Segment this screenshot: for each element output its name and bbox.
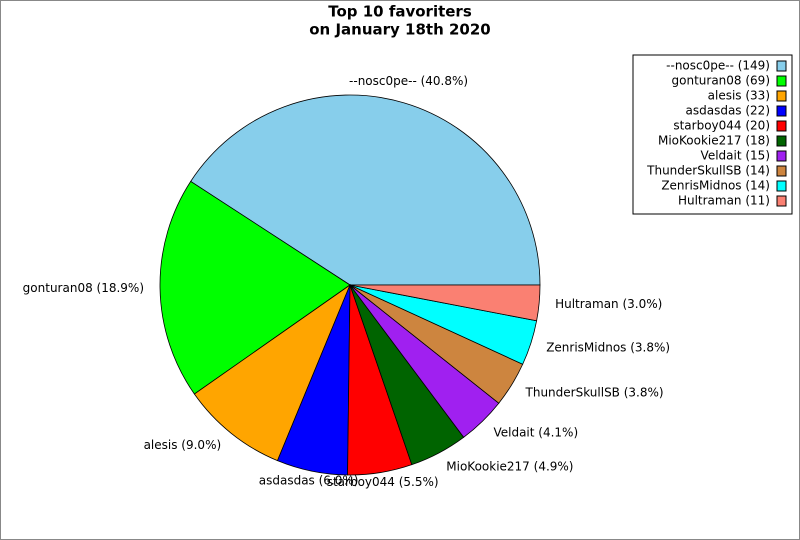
legend-label: starboy044 (20)	[673, 119, 770, 133]
legend-label: asdasdas (22)	[686, 104, 771, 118]
legend-swatch	[776, 135, 787, 147]
legend-label: alesis (33)	[708, 89, 770, 103]
pie-slice	[193, 283, 351, 462]
legend-label: gonturan08 (69)	[672, 74, 770, 88]
legend-swatch	[776, 90, 787, 102]
legend-label: Hultraman (11)	[678, 194, 770, 208]
slice-label: asdasdas (6.0%)	[259, 473, 359, 487]
slice-label: gonturan08 (18.9%)	[23, 281, 144, 295]
pie-slice	[159, 180, 351, 395]
legend-swatch	[776, 180, 787, 192]
legend-label: Veldait (15)	[701, 149, 770, 163]
legend-swatch	[776, 150, 787, 162]
slice-label: --nosc0pe-- (40.8%)	[349, 74, 468, 88]
slice-label: ZenrisMidnos (3.8%)	[546, 340, 670, 354]
slice-label: ThunderSkullSB (3.8%)	[525, 385, 664, 399]
slice-label: Hultraman (3.0%)	[555, 297, 662, 311]
legend-label: --nosc0pe-- (149)	[666, 59, 770, 73]
chart-title: Top 10 favoriters	[328, 3, 472, 21]
legend-label: ZenrisMidnos (14)	[661, 179, 770, 193]
legend-box	[632, 54, 793, 215]
pie-slice	[190, 94, 541, 286]
slice-label: Veldait (4.1%)	[493, 425, 578, 439]
slice-label: starboy044 (5.5%)	[327, 475, 439, 489]
legend-label: ThunderSkullSB (14)	[646, 164, 770, 178]
slice-label: alesis (9.0%)	[144, 438, 222, 452]
legend-swatch	[776, 105, 787, 117]
legend-swatch	[776, 195, 787, 207]
slice-label: MioKookie217 (4.9%)	[446, 460, 573, 474]
chart-subtitle: on January 18th 2020	[309, 21, 490, 39]
legend-swatch	[776, 120, 787, 132]
pie-slice	[349, 284, 541, 322]
legend-label: MioKookie217 (18)	[658, 134, 770, 148]
legend-swatch	[776, 60, 787, 72]
legend-swatch	[776, 75, 787, 87]
legend-swatch	[776, 165, 787, 177]
